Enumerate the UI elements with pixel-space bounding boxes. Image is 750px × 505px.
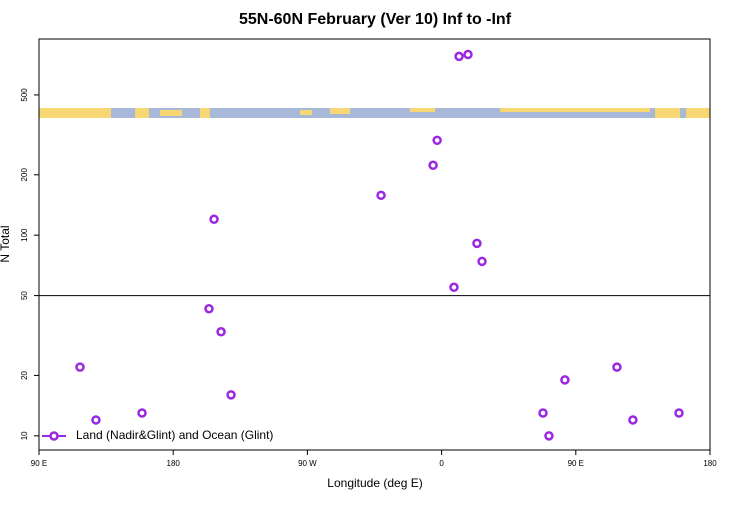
point (477, 256, 487, 267)
point (612, 362, 622, 372)
y-axis-label: N Total (0, 225, 12, 262)
point (628, 415, 638, 425)
point (560, 375, 570, 385)
y-tick-label: 20 (20, 370, 29, 379)
y-tick-label: 200 (20, 168, 29, 182)
point (428, 160, 438, 171)
y-tick-label: 100 (20, 228, 29, 242)
y-tick-label: 50 (20, 291, 29, 300)
point (472, 238, 482, 249)
point (674, 408, 684, 418)
chart-title: 55N-60N February (Ver 10) Inf to -Inf (239, 11, 512, 28)
x-tick-label: 90 E (31, 459, 47, 468)
point (75, 362, 85, 372)
plot-frame (38, 38, 711, 451)
point (454, 51, 464, 62)
point (204, 303, 214, 314)
x-tick-label: 180 (703, 459, 717, 468)
point (226, 390, 236, 400)
legend-label: Land (Nadir&Glint) and Ocean (Glint) (76, 428, 273, 442)
point (538, 408, 548, 418)
x-tick-label: 180 (167, 459, 181, 468)
point (544, 431, 554, 441)
point (376, 190, 386, 201)
x-tick-label: 0 (439, 459, 444, 468)
y-tick-label: 500 (20, 88, 29, 102)
point (137, 408, 147, 418)
x-tick-label: 90 E (568, 459, 584, 468)
x-tick-label: 90 W (298, 459, 317, 468)
point (209, 214, 219, 225)
x-axis-label: Longitude (deg E) (327, 476, 422, 490)
legend-swatch (49, 431, 59, 441)
y-tick-label: 10 (20, 431, 29, 440)
point (432, 135, 442, 146)
point (91, 415, 101, 425)
point (216, 327, 226, 337)
point (463, 49, 473, 60)
point (449, 282, 459, 293)
map-strip (39, 108, 710, 118)
